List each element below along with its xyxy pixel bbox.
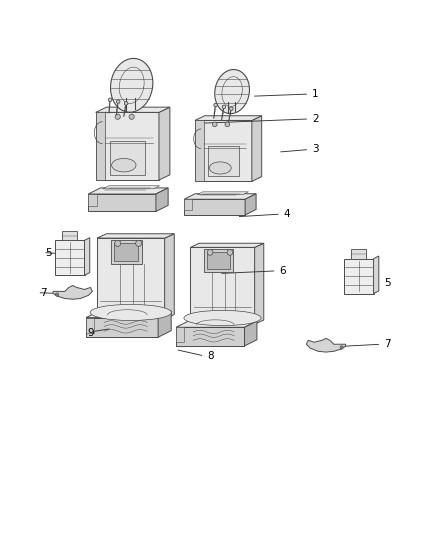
Polygon shape — [184, 194, 256, 199]
Polygon shape — [88, 194, 156, 212]
Ellipse shape — [184, 310, 261, 326]
Polygon shape — [245, 194, 256, 215]
Polygon shape — [97, 234, 174, 238]
Polygon shape — [159, 107, 170, 180]
Polygon shape — [195, 120, 252, 181]
Text: 3: 3 — [312, 144, 318, 155]
Polygon shape — [244, 321, 257, 346]
Polygon shape — [95, 112, 105, 180]
Polygon shape — [254, 243, 264, 324]
Polygon shape — [110, 141, 145, 175]
Polygon shape — [197, 192, 248, 195]
Ellipse shape — [117, 100, 120, 103]
Polygon shape — [374, 256, 379, 294]
Ellipse shape — [129, 114, 134, 119]
Polygon shape — [88, 194, 97, 206]
Text: 4: 4 — [284, 209, 290, 219]
Ellipse shape — [227, 249, 233, 255]
Polygon shape — [103, 185, 160, 189]
Polygon shape — [176, 321, 257, 327]
Text: 1: 1 — [312, 89, 318, 99]
Polygon shape — [215, 69, 250, 114]
Text: 5: 5 — [46, 247, 52, 257]
Polygon shape — [195, 116, 261, 120]
Text: 8: 8 — [207, 351, 214, 361]
Text: 9: 9 — [87, 328, 94, 338]
Text: 7: 7 — [384, 339, 391, 349]
Polygon shape — [306, 338, 346, 352]
Ellipse shape — [214, 103, 217, 107]
Ellipse shape — [90, 304, 171, 320]
Polygon shape — [184, 199, 245, 215]
Polygon shape — [55, 240, 85, 275]
Ellipse shape — [225, 122, 230, 127]
Polygon shape — [86, 318, 94, 333]
Polygon shape — [95, 107, 170, 112]
Ellipse shape — [340, 346, 343, 349]
Ellipse shape — [108, 98, 112, 101]
Ellipse shape — [112, 158, 136, 172]
Polygon shape — [208, 146, 239, 176]
Polygon shape — [110, 59, 153, 112]
Polygon shape — [191, 247, 254, 324]
Polygon shape — [176, 327, 244, 346]
Ellipse shape — [209, 162, 231, 174]
Polygon shape — [88, 188, 168, 194]
Polygon shape — [95, 112, 159, 180]
Polygon shape — [114, 243, 138, 261]
Polygon shape — [191, 243, 264, 247]
Polygon shape — [204, 249, 233, 272]
Text: 5: 5 — [384, 278, 391, 288]
Polygon shape — [85, 238, 90, 275]
Polygon shape — [176, 327, 184, 342]
Polygon shape — [111, 240, 142, 264]
Polygon shape — [86, 318, 158, 337]
Text: 6: 6 — [279, 266, 286, 276]
Polygon shape — [195, 120, 204, 181]
Polygon shape — [344, 259, 374, 294]
Polygon shape — [252, 116, 261, 181]
Polygon shape — [351, 249, 366, 259]
Polygon shape — [86, 311, 171, 318]
Polygon shape — [156, 188, 168, 212]
Ellipse shape — [230, 107, 233, 110]
Polygon shape — [62, 231, 77, 240]
Polygon shape — [158, 311, 171, 337]
Polygon shape — [97, 238, 165, 319]
Ellipse shape — [212, 122, 217, 127]
Polygon shape — [207, 252, 230, 269]
Text: 7: 7 — [40, 288, 46, 298]
Polygon shape — [53, 286, 92, 299]
Ellipse shape — [136, 240, 142, 246]
Ellipse shape — [115, 240, 121, 246]
Ellipse shape — [222, 105, 226, 109]
Ellipse shape — [56, 293, 59, 296]
Polygon shape — [165, 234, 174, 319]
Ellipse shape — [115, 114, 120, 119]
Text: 2: 2 — [312, 114, 318, 124]
Ellipse shape — [207, 249, 213, 255]
Polygon shape — [184, 199, 192, 210]
Ellipse shape — [124, 102, 128, 105]
